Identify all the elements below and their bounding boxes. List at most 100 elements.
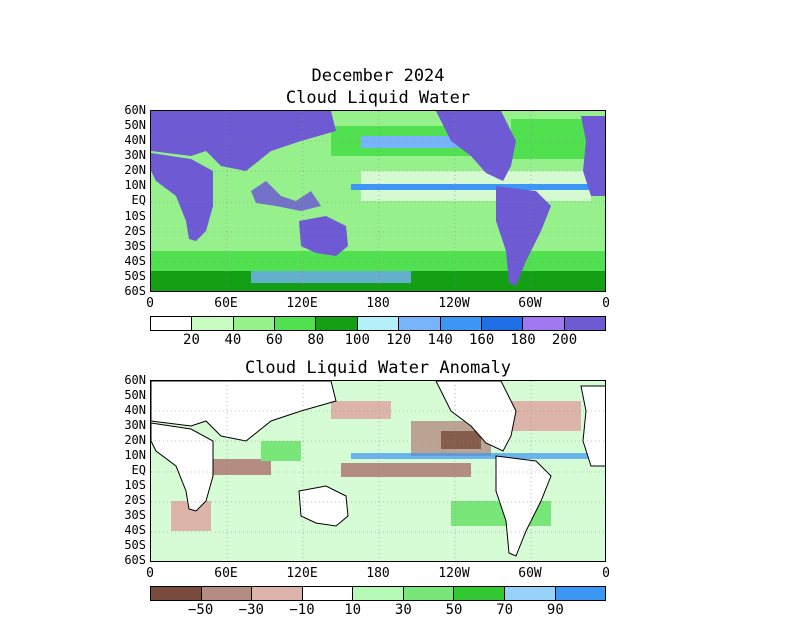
colorbar-swatch (399, 317, 441, 330)
colorbar-label: 50 (445, 602, 463, 618)
colorbar-swatch (201, 587, 253, 600)
colorbar-swatch (192, 317, 234, 330)
lat-label: 50S (124, 269, 146, 283)
europe-outline (580, 385, 605, 467)
lat-label: 30N (124, 148, 146, 162)
colorbar-label: 160 (468, 332, 495, 348)
north-pacific-high-lwp (361, 136, 461, 148)
lon-label: 0 (602, 566, 610, 581)
lat-label: EQ (131, 463, 146, 477)
australia-outline (298, 485, 349, 527)
colorbar-label: −50 (188, 602, 214, 618)
north-america-land (436, 111, 516, 181)
lat-label: 40N (124, 403, 146, 417)
africa-land (151, 153, 213, 241)
colorbar-label: 100 (344, 332, 370, 348)
colorbar-label: 90 (546, 602, 564, 618)
lon-label: 180 (366, 566, 390, 581)
lat-label: 10N (124, 448, 146, 462)
lat-label: 40S (124, 523, 146, 537)
lat-label: 30S (124, 508, 146, 522)
lat-label: 50N (124, 388, 146, 402)
colorbar-label: 20 (183, 332, 200, 348)
colorbar-label: 10 (344, 602, 362, 618)
lat-label: 40S (124, 254, 146, 268)
colorbar-label: −10 (289, 602, 315, 618)
itcz-positive-band (351, 453, 591, 459)
colorbar-swatch (316, 317, 358, 330)
colorbar-label: 200 (551, 332, 578, 348)
colorbar-swatch (481, 317, 524, 330)
bottom-map-title: Cloud Liquid Water Anomaly (244, 358, 512, 378)
colorbar-swatch (523, 317, 565, 330)
cloud-liquid-water-anomaly-map (151, 381, 605, 561)
colorbar-label: 70 (496, 602, 514, 618)
indian-ocean-negative (211, 459, 271, 475)
lon-label: 60W (518, 296, 542, 311)
colorbar-label: 180 (510, 332, 536, 348)
australia-land (299, 216, 348, 256)
lon-label: 0 (602, 296, 610, 311)
lat-label: 20S (124, 493, 146, 507)
lat-label: EQ (131, 193, 146, 207)
colorbar-swatch (403, 587, 455, 600)
lon-label: 0 (146, 296, 154, 311)
colorbar-swatch (302, 587, 354, 600)
top-map-title: Cloud Liquid Water (285, 88, 471, 108)
bottom-map (150, 380, 606, 562)
europe-edge-land (581, 116, 605, 196)
colorbar-swatch (555, 587, 606, 600)
lon-label: 180 (366, 296, 390, 311)
lat-label: 20N (124, 433, 146, 447)
colorbar-swatch (233, 317, 276, 330)
bottom-colorbar (150, 586, 606, 601)
lat-label: 60S (124, 284, 146, 298)
lat-label: 50N (124, 118, 146, 132)
lat-label: 30N (124, 418, 146, 432)
colorbar-label: 120 (386, 332, 412, 348)
lat-label: 40N (124, 133, 146, 147)
lon-label: 60E (214, 566, 238, 581)
colorbar-swatch (275, 317, 317, 330)
maritime-positive (261, 441, 301, 461)
lat-label: 10S (124, 209, 146, 223)
lon-label: 60E (214, 296, 238, 311)
southern-ocean-high-lwp (251, 271, 411, 283)
colorbar-swatch (454, 587, 505, 600)
colorbar-swatch (357, 317, 400, 330)
colorbar-label: 80 (307, 332, 325, 348)
itcz-band (351, 184, 591, 190)
lat-label: 20N (124, 163, 146, 177)
colorbar-swatch (151, 587, 202, 600)
lon-label: 0 (146, 566, 154, 581)
north-pacific-negative (331, 401, 391, 419)
pacific-negative-band (341, 463, 471, 477)
chart-title: December 2024 (311, 66, 445, 86)
colorbar-swatch (353, 587, 404, 600)
colorbar-swatch (252, 587, 303, 600)
atlantic-negative (511, 401, 581, 431)
colorbar-swatch (504, 587, 556, 600)
lon-label: 120W (438, 566, 470, 581)
colorbar-label: 60 (265, 332, 283, 348)
lon-label: 60W (518, 566, 542, 581)
east-pacific-strong-negative (441, 431, 481, 449)
colorbar-label: −30 (238, 602, 264, 618)
lon-label: 120E (286, 296, 318, 311)
lon-label: 120E (286, 566, 318, 581)
lat-label: 10N (124, 178, 146, 192)
colorbar-swatch (564, 317, 605, 330)
south-america-outline (495, 455, 552, 557)
colorbar-label: 140 (427, 332, 453, 348)
maritime-continent-land (251, 181, 321, 211)
top-colorbar (150, 316, 606, 331)
south-america-land (496, 186, 551, 286)
lat-label: 50S (124, 538, 146, 552)
lat-label: 60N (124, 103, 146, 117)
colorbar-swatch (440, 317, 482, 330)
lat-label: 10S (124, 478, 146, 492)
top-map (150, 110, 606, 292)
graticule (151, 381, 605, 561)
north-america-outline (435, 381, 517, 452)
colorbar-swatch (151, 317, 193, 330)
